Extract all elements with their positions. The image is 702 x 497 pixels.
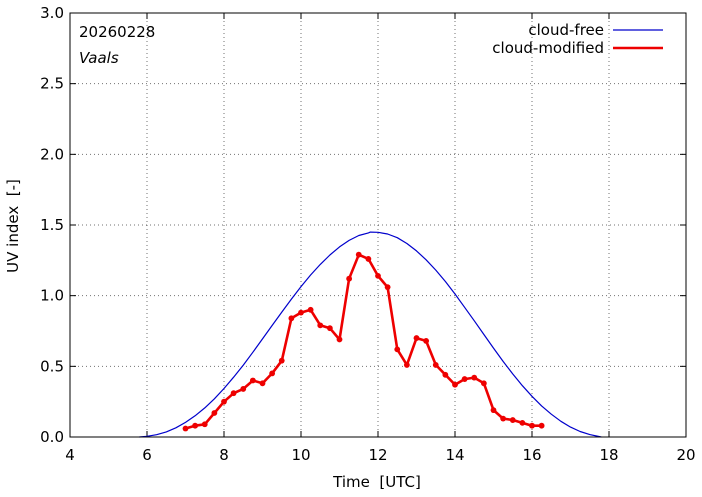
x-tick-label: 10 xyxy=(291,446,310,464)
cloud-modified-point xyxy=(336,336,343,343)
cloud-modified-point xyxy=(403,362,410,368)
x-tick-label: 6 xyxy=(142,446,152,464)
cloud-modified-point xyxy=(182,425,189,432)
cloud-modified-point xyxy=(519,419,526,426)
x-tick-label: 12 xyxy=(368,446,387,464)
cloud-modified-point xyxy=(500,415,507,422)
cloud-modified-point xyxy=(490,407,497,414)
cloud-modified-point xyxy=(240,386,247,392)
cloud-modified-point xyxy=(375,272,381,279)
cloud-modified-point xyxy=(230,390,237,397)
station-annotation: Vaals xyxy=(79,49,119,67)
y-tick-label: 1.5 xyxy=(40,216,64,234)
grid-lines xyxy=(70,13,686,437)
x-tick-label: 4 xyxy=(65,446,75,464)
cloud-modified-point xyxy=(452,381,458,388)
y-tick-label: 2.5 xyxy=(40,75,64,93)
cloud-modified-point xyxy=(298,309,304,316)
legend-label-cloud-modified: cloud-modified xyxy=(492,39,604,57)
y-tick-label: 1.0 xyxy=(40,287,64,305)
cloud-modified-point xyxy=(201,421,208,428)
cloud-modified-point xyxy=(413,335,420,341)
cloud-modified-point xyxy=(384,284,391,291)
cloud-modified-point xyxy=(346,275,353,282)
cloud-modified-point xyxy=(307,306,314,313)
cloud-modified-point xyxy=(471,374,478,381)
y-tick-labels: 0.0 0.5 1.0 1.5 2.0 2.5 3.0 xyxy=(40,4,64,446)
cloud-modified-point xyxy=(509,417,516,423)
cloud-modified-point xyxy=(461,376,468,382)
cloud-modified-point xyxy=(221,398,227,405)
cloud-free-line xyxy=(139,231,602,438)
cloud-modified-point xyxy=(480,380,487,387)
cloud-modified-point xyxy=(538,422,545,429)
cloud-modified-point xyxy=(394,346,401,353)
y-tick-label: 0.0 xyxy=(40,428,64,446)
cloud-modified-point xyxy=(249,377,256,384)
cloud-modified-point xyxy=(442,371,449,378)
cloud-modified-point xyxy=(317,322,324,329)
cloud-modified-point xyxy=(211,410,218,416)
cloud-modified-point xyxy=(259,380,266,387)
cloud-modified-point xyxy=(355,251,362,258)
cloud-modified-point xyxy=(278,357,285,364)
y-tick-label: 2.0 xyxy=(40,145,64,163)
x-axis-label: Time [UTC] xyxy=(332,473,421,491)
cloud-modified-point xyxy=(269,370,276,377)
cloud-modified-point xyxy=(529,422,535,429)
legend-label-cloud-free: cloud-free xyxy=(528,21,604,39)
cloud-modified-point xyxy=(423,337,430,344)
x-tick-label: 18 xyxy=(599,446,618,464)
x-tick-label: 14 xyxy=(445,446,464,464)
y-tick-label: 3.0 xyxy=(40,4,64,22)
y-axis-label: UV index [-] xyxy=(4,179,22,273)
cloud-modified-point xyxy=(192,422,199,429)
data-series xyxy=(139,231,602,438)
x-tick-label: 20 xyxy=(676,446,695,464)
date-annotation: 20260228 xyxy=(79,23,155,41)
y-tick-label: 0.5 xyxy=(40,357,64,375)
cloud-modified-point xyxy=(432,362,439,368)
x-tick-label: 8 xyxy=(219,446,229,464)
cloud-modified-point xyxy=(326,325,333,332)
cloud-modified-point xyxy=(365,256,372,262)
plot-frame xyxy=(69,12,687,438)
cloud-modified-point xyxy=(288,315,295,322)
x-tick-labels: 4 6 8 10 12 14 16 18 20 xyxy=(65,446,695,464)
x-tick-label: 16 xyxy=(522,446,541,464)
